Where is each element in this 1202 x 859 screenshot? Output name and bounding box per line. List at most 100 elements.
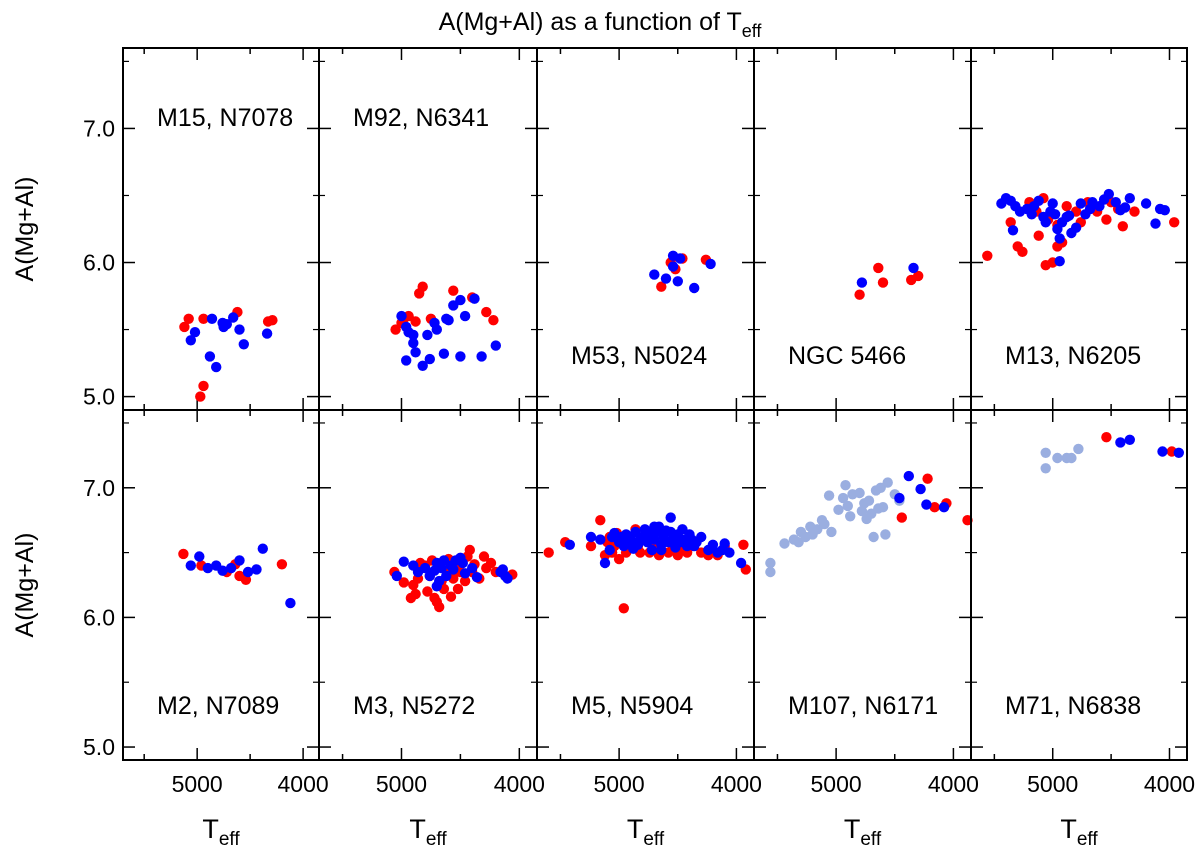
data-point-blue [228,312,239,323]
data-point-lightblue [765,557,776,569]
data-point-red [195,391,206,402]
panel-label: NGC 5466 [788,342,906,370]
data-point-blue [1150,218,1161,229]
data-point-blue [455,351,466,362]
data-point-lightblue [1073,443,1084,455]
panel-7: 5000 4000 Teff M3, N5272 [318,409,545,850]
data-point-blue [408,329,419,341]
x-tick-label: 4000 [1144,771,1195,797]
data-point-lightblue [1052,452,1063,464]
data-point-blue [194,551,205,562]
y-tick-label: 6.0 [83,250,115,276]
data-point-blue [398,556,409,567]
data-point-red [267,315,278,326]
data-point-blue [204,351,216,362]
data-point-blue [242,566,254,578]
data-point-blue [595,534,606,545]
data-point-lightblue [779,538,790,549]
data-point-red [929,502,940,513]
data-point-blue [1033,195,1044,206]
data-point-blue [448,564,459,575]
data-point-blue [467,562,478,574]
data-point-blue [1054,256,1065,267]
data-point-lightblue [842,500,853,512]
data-point-blue [707,539,719,550]
data-point-red [390,324,401,335]
panel-5: M13, N6205 [970,47,1188,411]
data-point-blue [1140,198,1152,209]
data-point-red [240,574,252,585]
data-point-blue [189,327,201,338]
data-point-blue [599,557,611,569]
panel-3: M53, N5024 [536,47,755,411]
data-point-blue [429,317,440,329]
y-axis-label: A(Mg+Al) [11,533,39,638]
data-point-red [452,583,464,595]
data-point-red [179,321,190,333]
x-axis-label: Teff [409,814,447,850]
data-point-blue [431,581,442,592]
data-point-red [1101,432,1112,443]
data-point-blue [419,562,431,574]
data-point-red [1017,246,1028,257]
data-point-blue [457,557,468,569]
data-point-blue [206,313,218,324]
data-point-blue [705,258,716,270]
data-point-blue [1115,437,1126,448]
data-point-blue [656,544,667,556]
x-axis-label-sub: eff [426,829,448,850]
data-point-lightblue [1040,447,1051,458]
y-tick-label: 6.0 [83,604,115,630]
data-point-lightblue [868,531,879,543]
panel-label: M107, N6171 [788,692,938,720]
panel-label: M5, N5904 [571,692,693,720]
x-axis-label-main: T [1060,814,1077,844]
x-axis-label-sub: eff [219,829,241,850]
data-point-red [410,316,421,327]
y-tick-label: 7.0 [83,115,115,141]
data-point-blue [1026,209,1037,220]
data-point-red [448,285,459,296]
x-tick-label: 4000 [711,771,762,797]
data-point-blue [649,521,660,532]
data-point-lightblue [861,513,872,525]
panel-label: M3, N5272 [353,692,475,720]
data-point-blue [285,597,296,609]
panel-label: M2, N7089 [157,692,279,720]
x-tick-label: 5000 [376,771,427,797]
data-point-blue [211,361,222,373]
data-point-red [408,579,419,591]
data-point-blue [217,565,228,576]
panel-grid: 5.0 6.0 7.0 M15, N7078 M92, N6341 M53, N5024 N… [11,47,1195,850]
data-point-lightblue [1040,463,1051,474]
data-point-blue [401,355,412,366]
data-point-red [896,512,907,523]
data-point-blue [564,539,575,550]
data-point-red [417,281,428,292]
data-point-blue [455,294,466,306]
data-point-red [1169,217,1180,228]
panel-frame [970,409,1188,761]
data-point-red [656,281,667,292]
y-tick-label: 5.0 [83,734,115,760]
data-point-lightblue [856,505,868,517]
x-axis-label-main: T [844,814,861,844]
data-point-lightblue [833,504,844,515]
data-point-red [982,250,993,261]
x-axis-label: Teff [627,814,665,850]
data-point-blue [667,261,679,272]
data-point-blue [735,557,747,569]
data-point-blue [396,310,407,322]
data-point-blue [1047,198,1058,209]
panel-10: 5000 4000 Teff M71, N6838 [970,409,1195,850]
x-axis-label: Teff [844,814,882,850]
data-point-blue [856,277,868,288]
data-point-red [485,557,497,569]
x-tick-label: 4000 [928,771,979,797]
data-point-blue [1103,188,1115,200]
data-point-blue [438,555,450,566]
x-tick-label: 4000 [278,771,329,797]
data-point-blue [261,328,273,339]
x-axis-label-main: T [409,814,426,844]
data-point-blue [1070,222,1082,233]
